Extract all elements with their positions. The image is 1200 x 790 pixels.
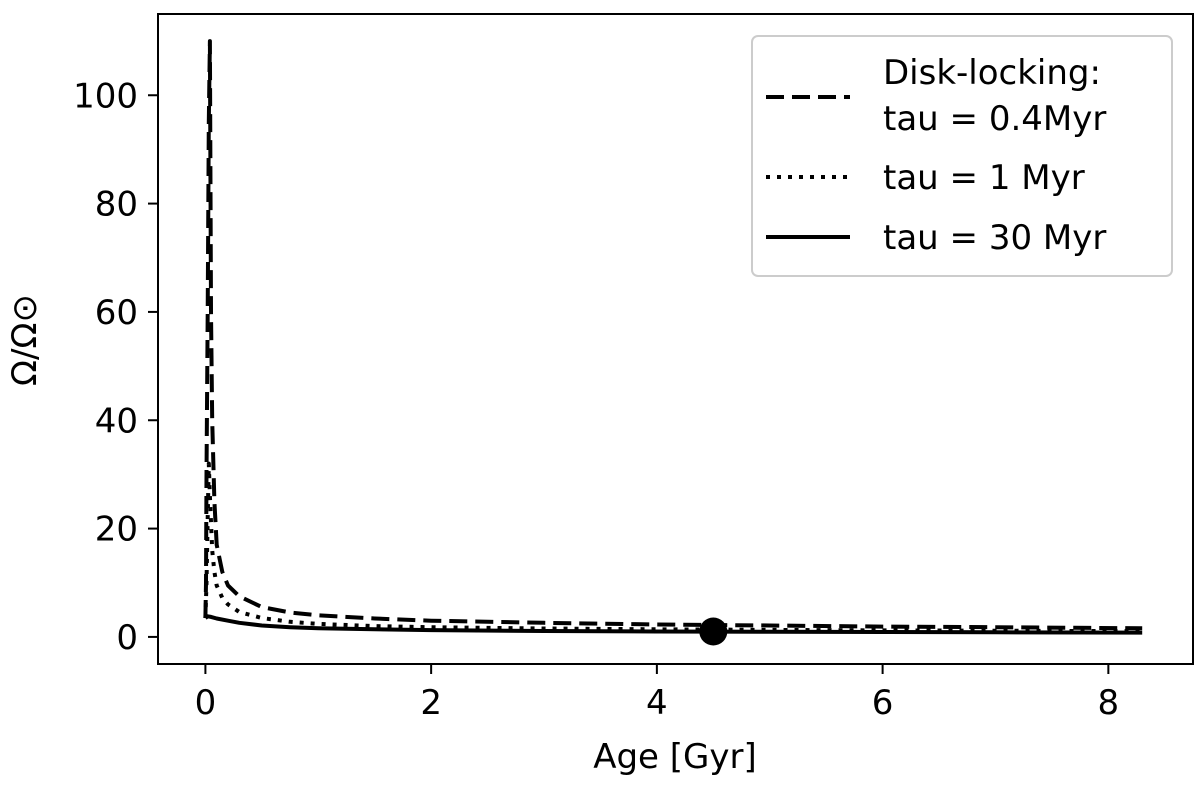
- series-line-dashed: [203, 39, 1143, 631]
- y-tick-label: 40: [95, 401, 138, 441]
- y-tick-label: 0: [116, 618, 138, 658]
- y-tick-label: 20: [95, 510, 138, 550]
- x-tick-label: 4: [646, 683, 668, 723]
- plot-frame: [157, 13, 1194, 665]
- y-tick-label: 100: [73, 76, 138, 116]
- legend: Disk-locking: tau = 0.4Myr tau = 1 Myr t…: [751, 35, 1173, 277]
- legend-label-dotted: tau = 1 Myr: [883, 158, 1085, 198]
- y-axis-label: Ω/Ω⊙: [5, 294, 45, 386]
- series-layer: [203, 39, 1143, 635]
- marker-layer: [699, 617, 728, 646]
- x-axis-label: Age [Gyr]: [593, 737, 757, 777]
- legend-label-solid: tau = 30 Myr: [883, 218, 1106, 258]
- x-tick-label: 2: [420, 683, 442, 723]
- legend-frame: [751, 35, 1173, 277]
- y-tick-label: 80: [95, 185, 138, 225]
- x-tick-label: 0: [195, 683, 217, 723]
- series-line-solid: [204, 614, 1143, 635]
- series-line-dotted: [203, 461, 1143, 634]
- sun-marker: [699, 617, 728, 646]
- x-tick-label: 8: [1098, 683, 1120, 723]
- x-tick-label: 6: [872, 683, 894, 723]
- legend-label-dashed-line2: tau = 0.4Myr: [883, 99, 1106, 139]
- legend-label-dashed-line1: Disk-locking:: [883, 53, 1101, 93]
- y-tick-label: 60: [95, 293, 138, 333]
